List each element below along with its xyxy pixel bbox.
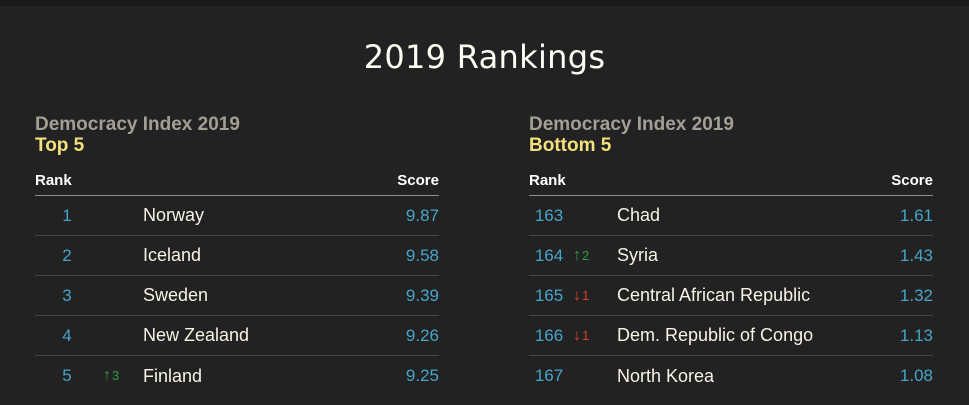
country-name: Norway — [143, 205, 205, 225]
country-name: Chad — [617, 205, 661, 225]
rank-change-indicator — [99, 207, 143, 225]
table-row: 163 Chad 1.61 — [529, 196, 933, 236]
rank-value: 163 — [534, 205, 564, 225]
bottom5-kicker: Democracy Index 2019 — [529, 114, 734, 135]
rank-value: 1 — [62, 205, 72, 225]
table-row: 166 ↓1 Dem. Republic of Congo 1.13 — [529, 316, 933, 356]
country-name: New Zealand — [143, 325, 250, 345]
rank-value: 2 — [62, 245, 72, 265]
rank-value: 166 — [534, 325, 564, 345]
rank-change-indicator: ↓1 — [569, 287, 617, 305]
rank-value: 164 — [534, 245, 564, 265]
top5-kicker: Democracy Index 2019 — [35, 114, 240, 135]
rankings-panels: Democracy Index 2019 Top 5 Rank Score 1 … — [35, 114, 933, 396]
table-row: 1 Norway 9.87 — [35, 196, 439, 236]
rank-value: 4 — [62, 325, 72, 345]
rank-value: 3 — [62, 285, 72, 305]
country-name: Sweden — [143, 285, 209, 305]
table-row: 3 Sweden 9.39 — [35, 276, 439, 316]
top5-panel: Democracy Index 2019 Top 5 Rank Score 1 … — [35, 114, 439, 396]
bottom5-table-header: Rank Score — [529, 172, 933, 196]
table-row: 4 New Zealand 9.26 — [35, 316, 439, 356]
score-value: 1.32 — [899, 285, 933, 305]
rank-value: 167 — [534, 366, 564, 385]
score-value: 9.25 — [405, 366, 439, 385]
top5-table-header: Rank Score — [35, 172, 439, 196]
table-row: 2 Iceland 9.58 — [35, 236, 439, 276]
down-arrow-icon: ↓ — [573, 286, 581, 304]
score-value: 9.39 — [405, 285, 439, 305]
rank-change-indicator: ↓1 — [569, 327, 617, 345]
rank-change-indicator: ↑2 — [569, 247, 617, 265]
bottom5-panel: Democracy Index 2019 Bottom 5 Rank Score… — [529, 114, 933, 396]
table-row: 165 ↓1 Central African Republic 1.32 — [529, 276, 933, 316]
rank-column-header: Rank — [35, 172, 72, 189]
top5-heading: Top 5 — [35, 135, 85, 156]
country-name: Syria — [617, 245, 659, 265]
score-value: 1.61 — [899, 205, 933, 225]
bottom5-heading: Bottom 5 — [529, 135, 612, 156]
country-name: Iceland — [143, 245, 202, 265]
top-edge-strip — [0, 0, 969, 6]
change-amount: 1 — [582, 327, 590, 343]
score-value: 1.13 — [899, 325, 933, 345]
rank-change-indicator: ↑3 — [99, 367, 143, 385]
country-name: North Korea — [617, 365, 715, 386]
score-value: 9.58 — [405, 245, 439, 265]
rank-value: 165 — [534, 285, 564, 305]
table-row: 5 ↑3 Finland 9.25 — [35, 356, 439, 396]
down-arrow-icon: ↓ — [573, 326, 581, 344]
rank-change-indicator — [569, 367, 617, 385]
rank-change-indicator — [99, 327, 143, 345]
change-amount: 2 — [582, 247, 590, 263]
change-amount: 3 — [112, 368, 120, 383]
score-value: 1.08 — [899, 366, 933, 385]
country-name: Dem. Republic of Congo — [617, 325, 814, 345]
score-column-header: Score — [397, 172, 439, 189]
score-column-header: Score — [891, 172, 933, 189]
score-value: 1.43 — [899, 245, 933, 265]
rank-change-indicator — [569, 207, 617, 225]
score-value: 9.26 — [405, 325, 439, 345]
table-row: 164 ↑2 Syria 1.43 — [529, 236, 933, 276]
rank-column-header: Rank — [529, 172, 566, 189]
page-title: 2019 Rankings — [363, 38, 606, 76]
rank-change-indicator — [99, 247, 143, 265]
change-amount: 1 — [582, 287, 590, 303]
country-name: Finland — [143, 365, 203, 386]
score-value: 9.87 — [405, 205, 439, 225]
up-arrow-icon: ↑ — [573, 246, 581, 264]
table-row: 167 North Korea 1.08 — [529, 356, 933, 396]
rank-value: 5 — [62, 366, 72, 385]
rank-change-indicator — [99, 287, 143, 305]
up-arrow-icon: ↑ — [103, 367, 111, 384]
country-name: Central African Republic — [617, 285, 811, 305]
